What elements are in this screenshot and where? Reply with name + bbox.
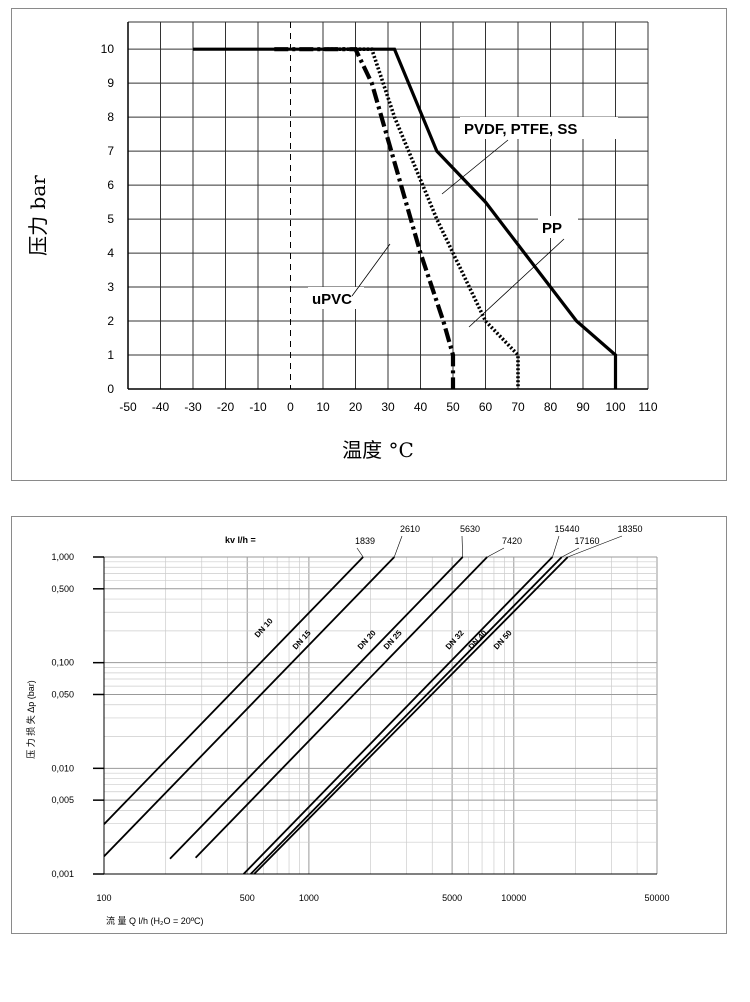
- kv-value-label: 2610: [400, 524, 420, 534]
- x-tick-label: 110: [638, 400, 657, 414]
- series-label: uPVC: [312, 291, 352, 308]
- series-line-dn3: [169, 556, 464, 860]
- x-axis-label: 温度 °C: [342, 438, 414, 462]
- y-tick-label: 8: [107, 110, 114, 124]
- x-tick-label: 100: [605, 400, 625, 414]
- series-label: DN 15: [291, 628, 313, 651]
- x-tick-label: -50: [119, 400, 137, 414]
- x-tick-label: 10: [316, 400, 330, 414]
- pressure-temperature-chart-panel: -50 -40 -30 -20 -10 0 10 20 30 40 50 60 70 80 90 100 110…: [11, 8, 727, 481]
- series-label-background: [460, 117, 618, 139]
- y-tick-label: 0,500: [51, 584, 74, 594]
- kv-leader-line: [567, 535, 623, 558]
- y-tick-label: 1: [107, 348, 114, 362]
- kv-leader-line: [393, 535, 403, 558]
- kv-value-label: 15440: [554, 524, 579, 534]
- series-line-dn2: [103, 556, 395, 858]
- x-tick-label: 70: [511, 400, 525, 414]
- pressure-loss-chart: 0,001 0,005 0,010 0,050 0,100 0,500 1,000 100 50…: [25, 524, 670, 926]
- series-line-3: [274, 47, 456, 389]
- series-line-dn7: [253, 556, 569, 875]
- y-tick-label: 2: [107, 314, 114, 328]
- y-axis-label: 压力 bar: [26, 175, 50, 256]
- y-tick-label: 9: [107, 76, 114, 90]
- pressure-temperature-chart: -50 -40 -30 -20 -10 0 10 20 30 40 50 60 70 80 90 100 110…: [26, 21, 658, 462]
- series-line-dn6: [250, 556, 563, 875]
- grid: [103, 556, 658, 875]
- y-tick-label: 0,100: [51, 658, 74, 668]
- y-tick-label: 5: [107, 212, 114, 226]
- kv-value-label: 1839: [355, 536, 375, 546]
- series-label: DN 25: [382, 628, 404, 651]
- y-axis-label: 压 力 损 失 Δp (bar): [25, 680, 36, 759]
- series-line-dn1: [103, 556, 364, 825]
- x-tick-label: 1000: [299, 893, 319, 903]
- x-tick-label: 100: [96, 893, 111, 903]
- y-tick-label: 7: [107, 144, 114, 158]
- pressure-loss-chart-panel: 0,001 0,005 0,010 0,050 0,100 0,500 1,000 100 50…: [11, 516, 727, 934]
- y-tick-label: 3: [107, 280, 114, 294]
- series-label: PVDF, PTFE, SS: [464, 121, 577, 138]
- series-line-dn4: [194, 556, 488, 859]
- x-tick-label: 10000: [501, 893, 526, 903]
- grid: [127, 21, 649, 390]
- kv-leader-line: [487, 547, 505, 558]
- x-tick-label: 5000: [442, 893, 462, 903]
- kv-value-label: 18350: [617, 524, 642, 534]
- series-label-background: [538, 216, 578, 238]
- kv-value-label: 17160: [574, 536, 599, 546]
- x-tick-label: 90: [576, 400, 590, 414]
- x-tick-label: 0: [287, 400, 294, 414]
- x-tick-label: -30: [184, 400, 202, 414]
- y-tick-label: 0,005: [51, 795, 74, 805]
- x-tick-label: -20: [217, 400, 235, 414]
- series-label: PP: [542, 220, 562, 237]
- x-tick-label: -40: [152, 400, 170, 414]
- x-tick-label: 60: [479, 400, 493, 414]
- y-tick-label: 1,000: [51, 552, 74, 562]
- kv-leader-line: [552, 535, 560, 558]
- x-tick-label: 500: [240, 893, 255, 903]
- kv-value-label: 5630: [460, 524, 480, 534]
- y-tick-label: 6: [107, 178, 114, 192]
- kv-leader-line: [356, 547, 364, 558]
- y-tick-label: 0,050: [51, 689, 74, 699]
- series-label-leader: [441, 139, 509, 195]
- series-label-leader: [468, 238, 565, 328]
- kv-leader-line: [561, 547, 580, 558]
- y-tick-label: 0,001: [51, 869, 74, 879]
- x-tick-label: 80: [544, 400, 558, 414]
- x-tick-label: 30: [381, 400, 395, 414]
- y-tick-label: 4: [107, 246, 114, 260]
- series-label-background: [308, 287, 364, 309]
- series-label-leader: [351, 243, 391, 297]
- kv-leader-line: [461, 535, 463, 558]
- y-tick-label: 0: [107, 382, 114, 396]
- series-line-dn5: [242, 556, 554, 875]
- series-line-2: [323, 47, 520, 389]
- x-axis-label: 流 量 Q l/h (H₂O = 20ºC): [106, 915, 204, 926]
- x-tick-label: 50000: [644, 893, 669, 903]
- series-label: DN 10: [253, 616, 275, 639]
- series-line-1: [193, 47, 618, 389]
- kv-header-label: kv l/h =: [225, 535, 256, 545]
- x-tick-label: -10: [249, 400, 267, 414]
- y-tick-label: 0,010: [51, 763, 74, 773]
- x-tick-label: 50: [446, 400, 460, 414]
- x-tick-label: 20: [349, 400, 363, 414]
- kv-value-label: 7420: [502, 536, 522, 546]
- x-tick-label: 40: [414, 400, 428, 414]
- y-tick-label: 10: [101, 42, 115, 56]
